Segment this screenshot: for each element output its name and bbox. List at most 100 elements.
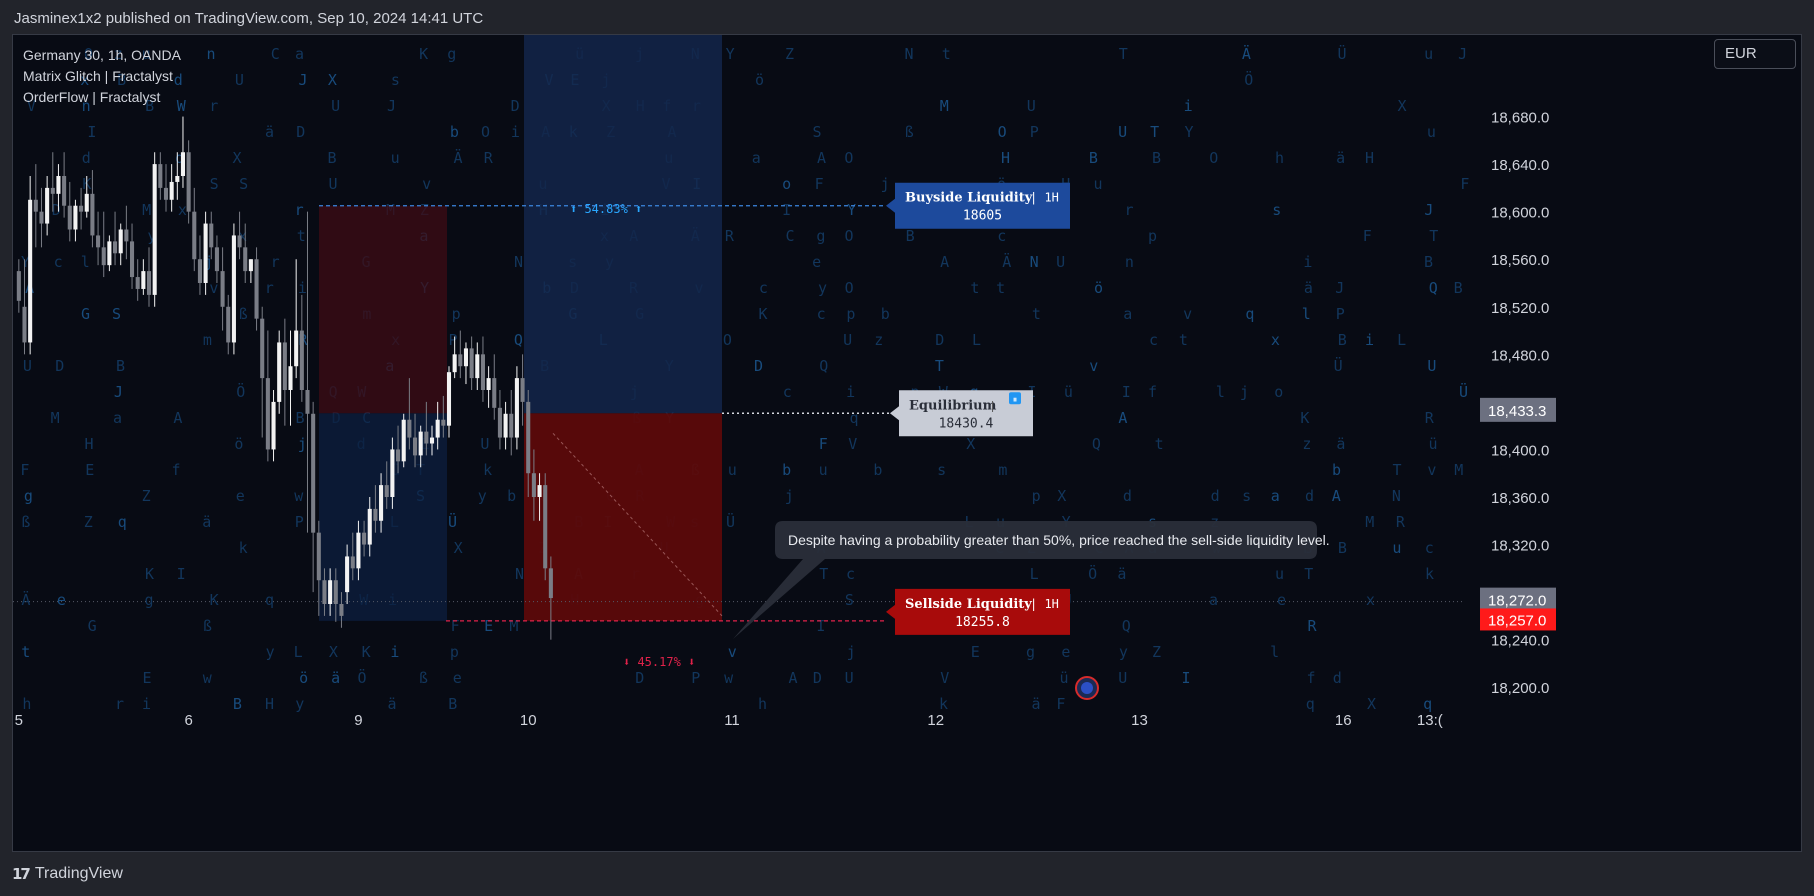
matrix-glyph: g [1026,643,1035,661]
matrix-glyph: I [1182,669,1191,687]
matrix-glyph: P [449,331,458,349]
matrix-glyph: V [940,669,949,687]
candle-body [203,223,208,283]
matrix-glyph: a [1209,591,1218,609]
matrix-glyph: n [82,97,91,115]
matrix-glyph: G [88,617,97,635]
matrix-glyph: b [881,305,890,323]
matrix-glyph: A [173,409,182,427]
candle-body [135,277,140,289]
matrix-glyph: Ö [358,668,367,687]
matrix-glyph: e [236,487,245,505]
price-tick-label: 18,640.0 [1491,157,1549,174]
candle-body [152,164,157,295]
matrix-glyph: a [1271,487,1280,505]
candle-body [452,354,457,373]
matrix-glyph: v [728,643,737,661]
matrix-glyph: y [1119,643,1128,661]
matrix-glyph: B [296,409,305,427]
matrix-glyph: d [174,71,183,89]
matrix-glyph: X [1397,97,1406,115]
candle-body [186,152,191,212]
matrix-glyph: e [812,253,821,271]
matrix-glyph: ß [21,513,30,531]
candle-body [79,205,84,212]
candle-body [294,330,299,367]
tradingview-logo-icon: 17 [12,865,31,883]
matrix-glyph: l [81,253,90,271]
sellside-zone-upper [319,205,447,414]
symbol-title[interactable]: Germany 30, 1h, OANDA [23,47,181,63]
orderflow-zones [319,35,722,621]
price-tick-label: 18,600.0 [1491,205,1549,222]
matrix-glyph: J [114,383,123,401]
price-tick-label: 18,360.0 [1491,490,1549,507]
matrix-glyph: B [1338,331,1347,349]
currency-button[interactable]: EUR [1714,39,1796,69]
matrix-glyph: X [454,539,463,557]
candle-body [197,259,202,283]
candle-body [50,187,55,194]
price-tick-label: 18,480.0 [1491,347,1549,364]
matrix-glyph: T [1304,565,1313,583]
matrix-glyph: J [387,97,396,115]
matrix-glyph: L [294,643,303,661]
candle-body [45,187,50,224]
matrix-glyph: v [1183,305,1192,323]
matrix-glyph: p [1148,227,1157,245]
matrix-glyph: Z [84,513,93,531]
matrix-glyph: T [1429,227,1438,245]
candle-body [180,152,186,176]
matrix-glyph: Ä [21,590,30,609]
matrix-glyph: v [209,279,218,297]
matrix-glyph: F [819,435,828,453]
candle-body [458,354,463,367]
candle-body [90,193,95,236]
matrix-glyph: B [1424,253,1433,271]
sellside-price-value: 18,257.0 [1488,612,1546,629]
candle-body [328,580,333,604]
matrix-glyph: k [1425,565,1434,583]
indicator-matrix-glitch[interactable]: Matrix Glitch | Fractalyst [23,68,173,84]
matrix-glyph: j [204,253,213,271]
chart-pane[interactable]: OzunCaKgüjNYZNtTÄÜuJxBdUJXsVEjöÖVnBWrUJD… [12,34,1802,852]
matrix-glyph: A [817,149,826,167]
matrix-glyph: O [845,279,854,297]
chart-svg[interactable]: OzunCaKgüjNYZNtTÄÜuJxBdUJXsVEjöÖVnBWrUJD… [13,35,1802,852]
matrix-glyph: i [1184,97,1193,115]
matrix-glyph: n [206,45,215,63]
top-bar: Jasminex1x2 published on TradingView.com… [0,0,1814,36]
candle-body [463,348,469,367]
matrix-glyph: B [1089,149,1098,167]
matrix-glyph: k [939,695,948,713]
candle-body [282,342,287,390]
time-tick-label: 5 [15,712,23,729]
price-tick-label: 18,560.0 [1491,252,1549,269]
matrix-glyph: i [142,695,151,713]
matrix-glyph: u [728,461,737,479]
indicator-orderflow[interactable]: OrderFlow | Fractalyst [23,89,161,105]
matrix-glyph: Z [785,45,794,63]
candle-body [226,306,231,343]
candle-body [141,271,146,289]
candle-body [475,354,480,379]
matrix-glyph: B [448,695,457,713]
candle-body [248,259,253,272]
matrix-glyph: N [1392,487,1401,505]
matrix-glyph: V [27,97,36,115]
matrix-glyph: F [1056,695,1065,713]
candle-body [435,419,440,438]
matrix-glyph: n [1125,253,1134,271]
matrix-glyph: ä [265,123,274,141]
matrix-glyph: F [451,617,460,635]
matrix-glyph: F [1460,175,1469,193]
tradingview-logo[interactable]: 17 TradingView [12,864,123,884]
matrix-glyph: U [328,175,337,193]
matrix-glyph: D [296,123,305,141]
price-tick-label: 18,320.0 [1491,538,1549,555]
matrix-glyph: e [1061,643,1070,661]
candle-body [356,532,361,569]
matrix-glyph: a [1123,305,1132,323]
matrix-glyph: U [1427,357,1436,375]
candle-body [146,271,152,295]
